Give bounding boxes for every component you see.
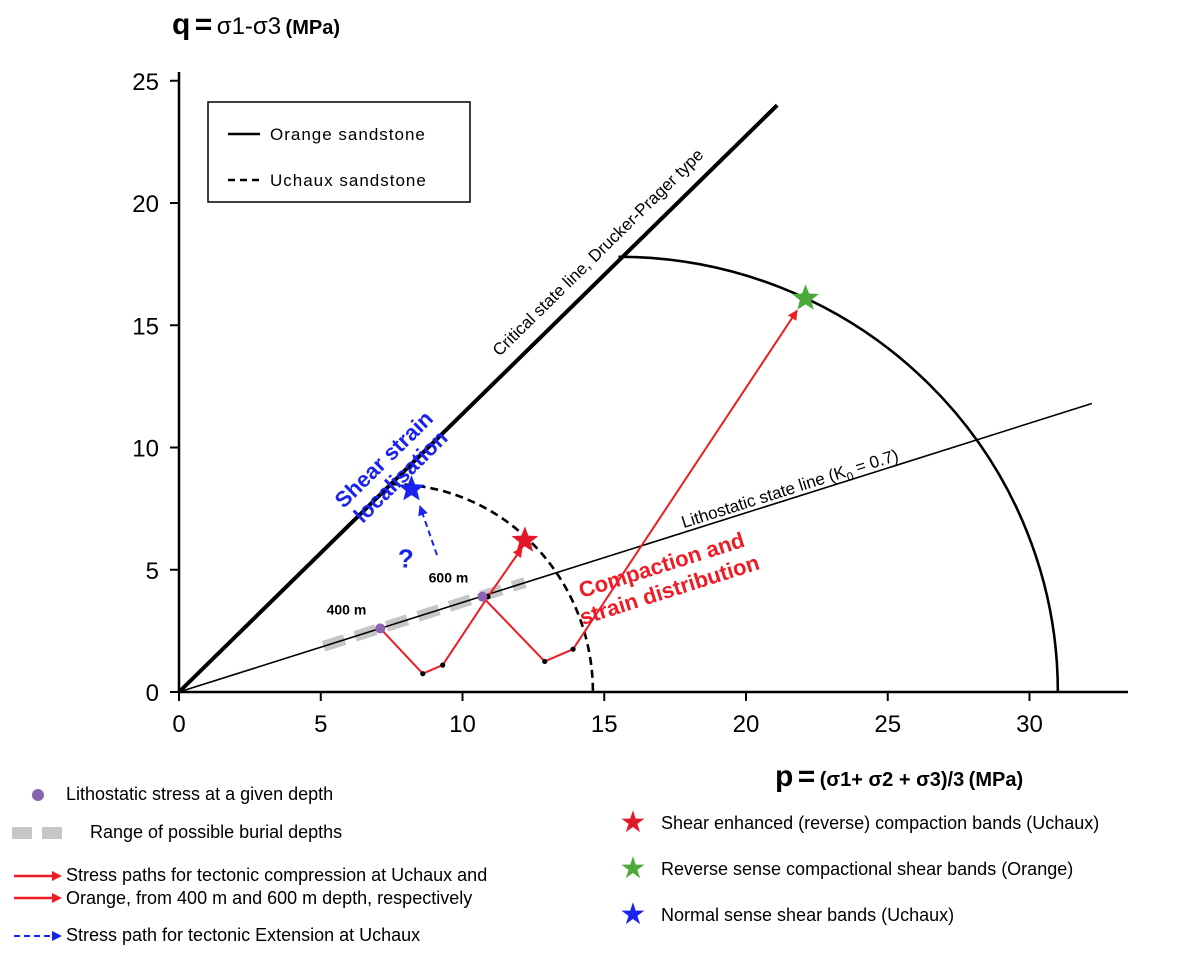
blue-dashed-arrow-icon — [10, 924, 66, 948]
lithostatic-label-end: = 0.7) — [849, 446, 901, 479]
gray-dash-icon — [10, 821, 66, 839]
legend-green-star: ★ Reverse sense compactional shear bands… — [605, 854, 1185, 900]
green-star-icon: ★ — [619, 852, 647, 885]
legend-burial-range: Range of possible burial depths — [10, 821, 610, 864]
red-star-icon: ★ — [619, 806, 647, 839]
legend-compression-text-line1: Stress paths for tectonic compression at… — [66, 865, 488, 885]
legend-red-star: ★ Shear enhanced (reverse) compaction ba… — [605, 808, 1185, 854]
legend-lithostatic-stress-text: Lithostatic stress at a given depth — [66, 784, 334, 804]
y-tick-label-25: 25 — [132, 69, 159, 96]
legend-lithostatic-stress: Lithostatic stress at a given depth — [10, 783, 610, 821]
red-star-marker — [511, 526, 539, 552]
critical-state-line — [177, 103, 779, 694]
y-axis-title: q = σ1-σ3 (MPa) — [172, 8, 340, 42]
x-tick-label-25: 25 — [874, 711, 901, 738]
x-axis-expression: (σ1+ σ2 + σ3)/3 — [819, 769, 965, 791]
legend-blue-star-text: Normal sense shear bands (Uchaux) — [661, 905, 955, 925]
green-star-marker — [792, 284, 819, 310]
orange-sandstone-cap — [618, 255, 1060, 693]
legend-extension-path: Stress path for tectonic Extension at Uc… — [10, 924, 610, 954]
legend-red-star-text: Shear enhanced (reverse) compaction band… — [661, 813, 1100, 833]
y-axis-expression: σ1-σ3 — [216, 13, 282, 40]
stress-path-1-vertex-1 — [420, 671, 426, 677]
x-tick-label-10: 10 — [449, 711, 476, 738]
x-axis-unit: (MPa) — [968, 769, 1024, 791]
y-tick-label-10: 10 — [132, 436, 159, 463]
depth-point-2 — [477, 591, 488, 602]
stress-path-2-vertex-1 — [542, 658, 548, 665]
stress-path-2 — [481, 309, 798, 663]
lithostatic-state-line — [178, 402, 1093, 693]
lithostatic-label-subscript: 0 — [845, 469, 856, 484]
lithostatic-state-line-label: Lithostatic state line (K0 = 0.7) — [679, 446, 902, 536]
legend-compression-text-line2: Orange, from 400 m and 600 m depth, resp… — [66, 888, 473, 908]
stress-path-2-vertex-2 — [570, 646, 576, 652]
depth-label-400m: 400 m — [327, 601, 367, 617]
y-tick-label-20: 20 — [132, 191, 159, 218]
y-axis-symbol: q — [172, 8, 191, 41]
question-mark-label: ? — [398, 543, 414, 573]
x-tick-label-20: 20 — [733, 711, 760, 738]
critical-state-line-label: Critical state line, Drucker-Prager type — [489, 145, 707, 360]
symbol-legend-left: Lithostatic stress at a given depth Rang… — [10, 783, 610, 954]
purple-dot-icon — [10, 783, 66, 801]
blue-star-marker — [398, 475, 425, 501]
x-tick-label-0: 0 — [172, 711, 185, 738]
x-axis-equals: = — [797, 760, 816, 793]
inset-legend-label-1: Orange sandstone — [270, 125, 426, 144]
y-tick-label-0: 0 — [146, 680, 159, 707]
inset-legend-label-2: Uchaux sandstone — [270, 171, 427, 190]
legend-compression-paths: Stress paths for tectonic compression at… — [10, 864, 610, 924]
legend-blue-star: ★ Normal sense shear bands (Uchaux) — [605, 900, 1185, 946]
depth-label-600m: 600 m — [429, 570, 469, 586]
legend-green-star-text: Reverse sense compactional shear bands (… — [661, 859, 1074, 879]
red-arrows-icon — [10, 864, 66, 910]
x-tick-label-5: 5 — [314, 711, 327, 738]
y-axis-equals: = — [194, 8, 213, 41]
lithostatic-label-main: Lithostatic state line (K — [679, 462, 848, 532]
x-tick-label-15: 15 — [591, 711, 618, 738]
y-tick-label-15: 15 — [132, 313, 159, 340]
symbol-legend-right: ★ Shear enhanced (reverse) compaction ba… — [605, 808, 1185, 946]
x-axis-title: p = (σ1+ σ2 + σ3)/3 (MPa) — [775, 760, 1023, 794]
uchaux-sandstone-cap — [391, 482, 595, 693]
y-tick-label-5: 5 — [146, 558, 159, 585]
x-tick-label-30: 30 — [1016, 711, 1043, 738]
legend-burial-range-text: Range of possible burial depths — [90, 822, 343, 842]
stress-path-1-vertex-2 — [440, 662, 446, 668]
y-axis-unit: (MPa) — [285, 17, 340, 39]
depth-point-1 — [375, 623, 386, 634]
x-axis-symbol: p — [775, 760, 794, 793]
legend-extension-text: Stress path for tectonic Extension at Uc… — [66, 925, 421, 945]
blue-star-icon: ★ — [619, 898, 647, 931]
extension-path-arrow — [418, 505, 438, 556]
inset-legend-box — [207, 101, 471, 203]
